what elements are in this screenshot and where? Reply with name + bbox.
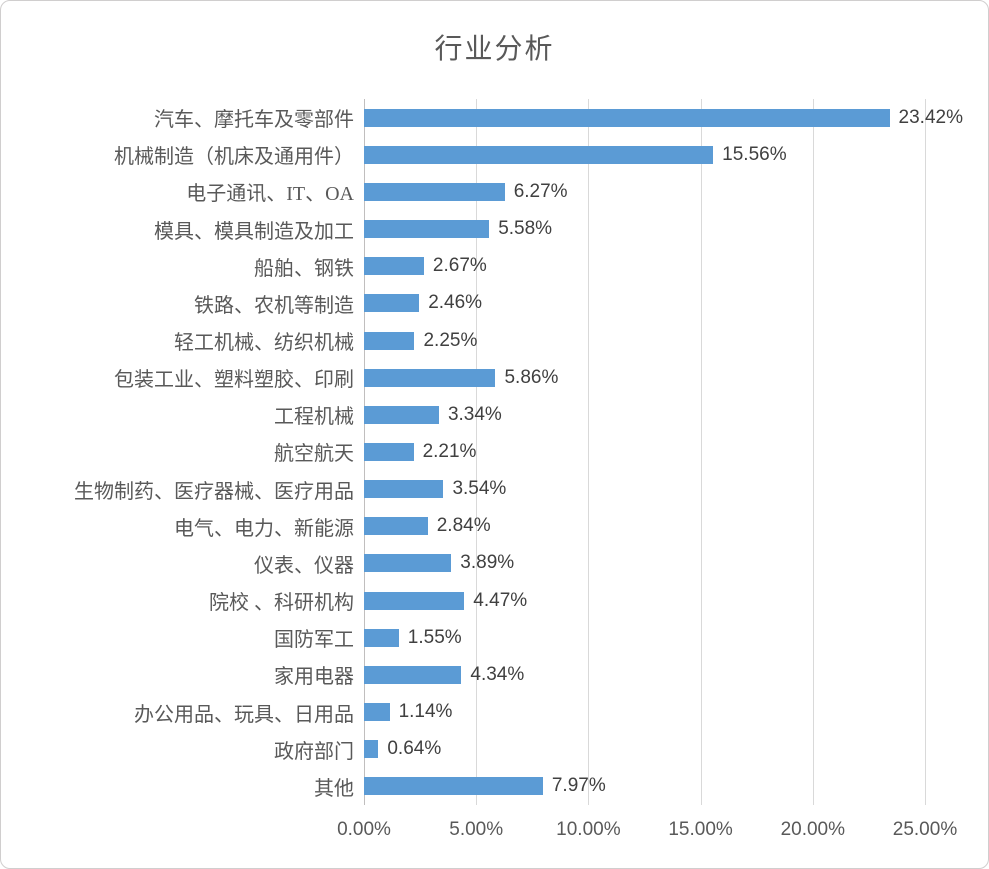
data-label: 4.34%	[470, 663, 525, 685]
bar[interactable]	[364, 294, 420, 313]
x-axis-tick-label: 15.00%	[668, 819, 733, 840]
category-label: 铁路、农机等制造	[194, 294, 354, 317]
x-axis-tick-label: 0.00%	[337, 819, 391, 840]
data-label: 2.21%	[422, 440, 477, 462]
bar[interactable]	[364, 480, 444, 499]
category-label: 船舶、钢铁	[254, 257, 354, 280]
data-label: 2.84%	[436, 515, 491, 537]
x-axis-tick-label: 20.00%	[780, 819, 846, 840]
bar[interactable]	[364, 665, 462, 684]
data-label: 2.67%	[432, 255, 487, 277]
category-label: 包装工业、塑料塑胶、印刷	[114, 369, 354, 392]
bar[interactable]	[364, 703, 390, 722]
data-label: 2.46%	[428, 292, 483, 314]
gridline	[700, 99, 702, 805]
bar[interactable]	[364, 331, 415, 350]
category-label: 政府部门	[274, 740, 354, 763]
data-label: 23.42%	[898, 106, 963, 128]
data-label: 3.54%	[452, 478, 507, 500]
bar[interactable]	[364, 554, 452, 573]
x-axis-tick-label: 25.00%	[892, 819, 958, 840]
chart-title: 行业分析	[434, 34, 555, 65]
data-label: 7.97%	[551, 775, 606, 797]
category-label: 生物制药、医疗器械、医疗用品	[74, 480, 354, 503]
category-label: 办公用品、玩具、日用品	[134, 703, 354, 726]
gridline	[925, 99, 926, 805]
bar[interactable]	[364, 591, 465, 610]
gridline	[588, 99, 590, 805]
bar[interactable]	[364, 740, 379, 759]
data-label: 4.47%	[473, 589, 528, 611]
bar[interactable]	[364, 220, 490, 239]
category-label: 机械制造（机床及通用件）	[114, 146, 354, 169]
bar[interactable]	[364, 628, 399, 647]
category-label: 国防军工	[274, 629, 354, 652]
category-label: 仪表、仪器	[254, 554, 354, 577]
data-label: 3.34%	[447, 403, 502, 425]
bar[interactable]	[364, 182, 505, 201]
bar[interactable]	[364, 405, 439, 424]
data-label: 5.86%	[504, 366, 559, 388]
bar[interactable]	[364, 257, 424, 276]
category-label: 汽车、摩托车及零部件	[154, 109, 354, 132]
bar[interactable]	[364, 368, 496, 387]
data-label: 1.14%	[398, 701, 453, 723]
bar[interactable]	[364, 517, 428, 536]
category-label: 院校 、科研机构	[209, 592, 354, 615]
data-label: 5.58%	[498, 218, 553, 240]
category-label: 家用电器	[274, 666, 354, 689]
bar[interactable]	[364, 108, 890, 127]
gridline	[476, 99, 478, 805]
category-label: 工程机械	[274, 406, 354, 429]
gridline	[812, 99, 814, 805]
category-label: 模具、模具制造及加工	[154, 220, 354, 243]
data-label: 0.64%	[387, 738, 442, 760]
data-label: 3.89%	[460, 552, 515, 574]
category-label: 其他	[314, 777, 354, 800]
bar[interactable]	[364, 145, 714, 164]
category-label: 电子通讯、IT、OA	[186, 183, 354, 206]
data-label: 2.25%	[423, 329, 478, 351]
bar[interactable]	[364, 443, 414, 461]
category-label: 轻工机械、纺织机械	[174, 332, 354, 355]
x-axis-tick-label: 5.00%	[449, 819, 504, 840]
data-label: 6.27%	[513, 180, 568, 202]
data-label: 15.56%	[722, 143, 787, 165]
x-axis-tick-label: 10.00%	[556, 819, 621, 840]
category-label: 电气、电力、新能源	[174, 517, 354, 540]
bar[interactable]	[364, 777, 543, 796]
category-label: 航空航天	[274, 443, 354, 466]
data-label: 1.55%	[407, 626, 462, 648]
